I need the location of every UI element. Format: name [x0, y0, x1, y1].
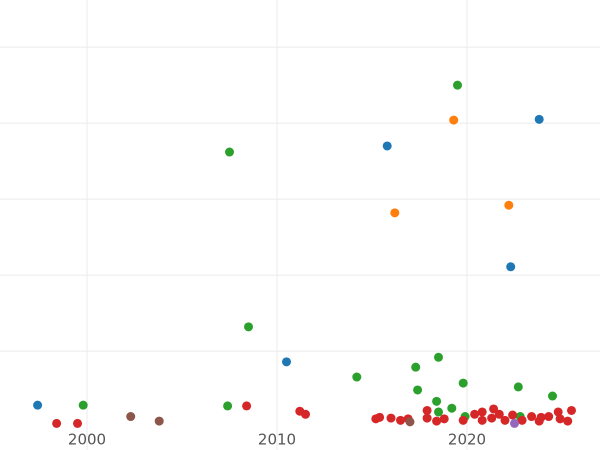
point — [73, 418, 83, 428]
point — [422, 413, 432, 423]
point — [536, 412, 546, 422]
point — [411, 362, 421, 372]
point — [458, 378, 468, 388]
point — [439, 414, 449, 424]
point — [432, 416, 442, 426]
point — [422, 405, 432, 415]
point — [508, 410, 518, 420]
x-tick-label: 2020 — [448, 431, 486, 449]
point — [506, 262, 516, 272]
point — [567, 405, 577, 415]
point — [504, 200, 514, 210]
point — [489, 404, 499, 414]
point — [154, 416, 164, 426]
point — [563, 416, 573, 426]
point — [553, 407, 563, 417]
point — [52, 418, 62, 428]
point — [382, 141, 392, 151]
point — [432, 396, 442, 406]
point — [544, 412, 554, 422]
point — [487, 413, 497, 423]
x-tick-label: 2000 — [68, 431, 106, 449]
point — [458, 415, 468, 425]
point — [405, 417, 415, 427]
point — [477, 415, 487, 425]
point — [517, 415, 527, 425]
point — [352, 372, 362, 382]
point — [453, 80, 463, 90]
point — [78, 400, 88, 410]
point — [242, 401, 252, 411]
point — [301, 409, 311, 419]
point — [396, 415, 406, 425]
point — [477, 407, 487, 417]
point — [494, 409, 504, 419]
point — [413, 385, 423, 395]
x-tick-label: 2010 — [258, 431, 296, 449]
point — [527, 412, 537, 422]
point — [449, 115, 459, 125]
point — [225, 147, 235, 157]
point — [470, 409, 480, 419]
point — [223, 401, 233, 411]
point — [282, 357, 292, 367]
point — [375, 412, 385, 422]
point — [434, 407, 444, 417]
point — [534, 114, 544, 124]
point — [434, 352, 444, 362]
point — [500, 415, 510, 425]
point — [386, 413, 396, 423]
point — [33, 400, 43, 410]
point — [510, 418, 520, 428]
point — [244, 322, 254, 332]
point — [390, 208, 400, 218]
point — [126, 412, 136, 422]
point — [513, 382, 523, 392]
point — [548, 391, 558, 401]
point — [555, 414, 565, 424]
point — [447, 403, 457, 413]
